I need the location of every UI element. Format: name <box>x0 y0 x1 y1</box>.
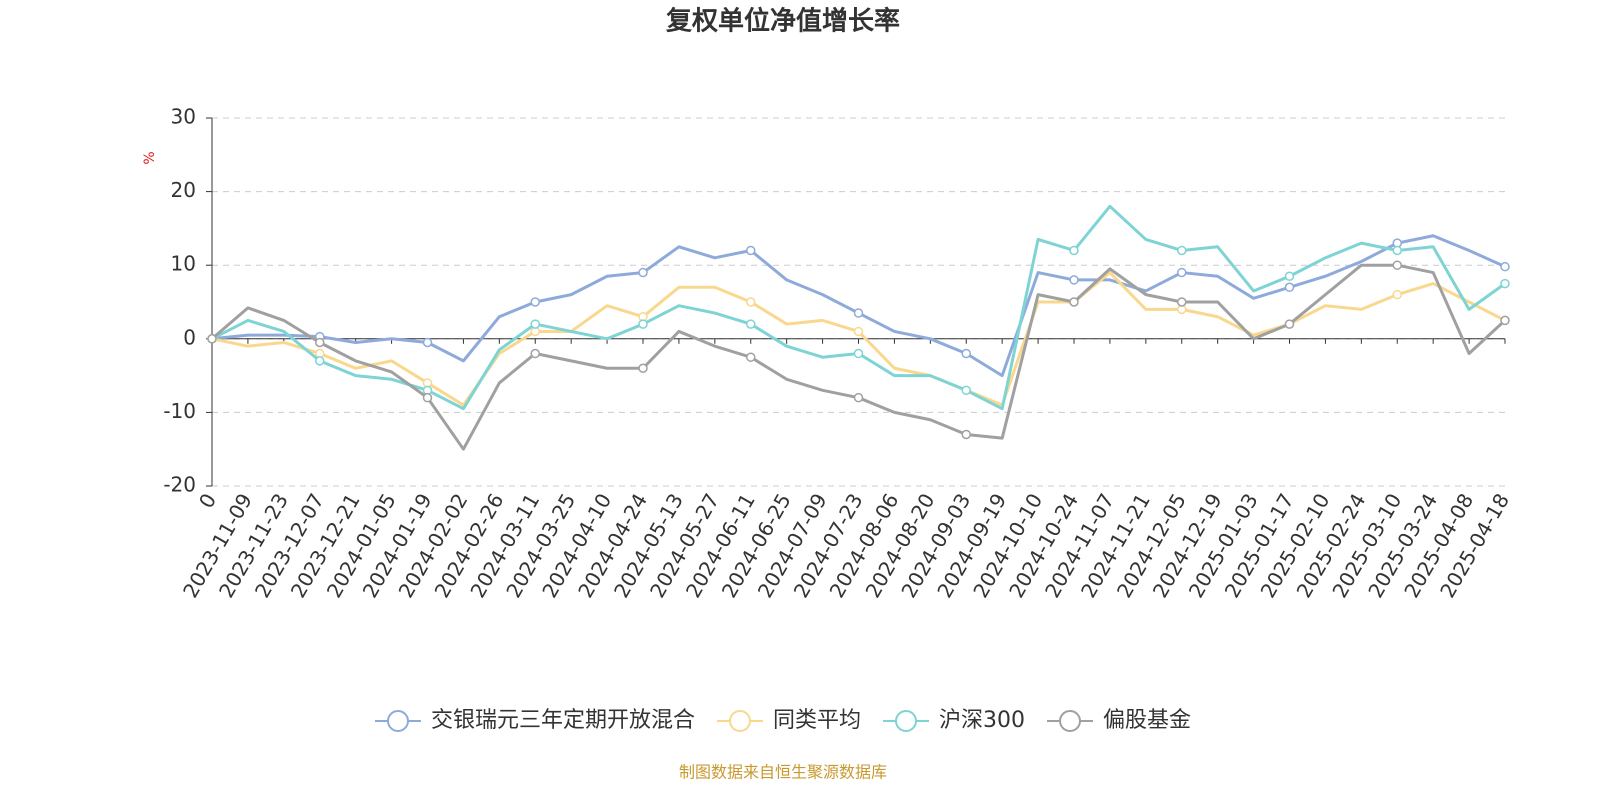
series-marker <box>746 297 756 307</box>
legend-label: 同类平均 <box>773 708 861 733</box>
y-tick-label: 20 <box>171 178 196 202</box>
series-marker <box>315 356 325 366</box>
series-marker <box>1392 260 1402 270</box>
series-marker <box>530 297 540 307</box>
chart-title: 复权单位净值增长率 <box>666 6 900 37</box>
legend-label: 交银瑞元三年定期开放混合 <box>431 708 695 733</box>
series-marker <box>530 348 540 359</box>
series-marker <box>1284 319 1295 329</box>
legend-marker <box>728 710 751 732</box>
series-marker <box>961 429 971 440</box>
series-marker <box>1069 297 1079 307</box>
series-marker <box>1177 245 1187 256</box>
series-marker <box>1392 245 1402 256</box>
legend-label: 偏股基金 <box>1103 708 1191 733</box>
legend-marker <box>1059 710 1082 732</box>
series-marker <box>1284 271 1295 281</box>
source-note: 制图数据来自恒生聚源数据库 <box>679 763 887 782</box>
x-tick-label: 0 <box>194 489 221 512</box>
series-marker <box>1069 275 1079 285</box>
y-tick-label: -20 <box>163 473 196 497</box>
series-marker <box>746 352 756 362</box>
series-marker <box>530 319 540 329</box>
legend-marker <box>386 710 409 732</box>
series-marker <box>638 267 648 278</box>
series-marker <box>638 319 648 329</box>
series-marker <box>422 392 433 403</box>
series-marker <box>746 319 756 329</box>
y-tick-label: -10 <box>163 399 196 423</box>
series-marker <box>1284 282 1295 293</box>
series-marker <box>1069 245 1079 256</box>
series-marker <box>1500 278 1510 289</box>
series-marker <box>961 348 971 359</box>
y-tick-label: 30 <box>171 105 196 129</box>
series-marker <box>853 392 864 403</box>
y-tick-label: 0 <box>183 325 196 349</box>
series-marker <box>207 334 217 344</box>
series-marker <box>1177 267 1187 278</box>
series-marker <box>853 348 864 359</box>
series-marker <box>853 308 864 318</box>
series-marker <box>1392 289 1402 300</box>
legend: 交银瑞元三年定期开放混合 同类平均 沪深300 偏股基金 <box>374 708 1191 733</box>
series-marker <box>1500 315 1510 326</box>
series-marker <box>961 385 971 396</box>
series-marker <box>1177 297 1187 307</box>
legend-label: 沪深300 <box>939 708 1025 733</box>
y-axis-label: % <box>142 151 158 164</box>
series-marker <box>422 337 433 348</box>
series-marker <box>853 326 864 337</box>
series-marker <box>1500 261 1510 272</box>
series-marker <box>315 337 325 348</box>
series-marker <box>746 245 756 256</box>
y-tick-label: 10 <box>171 252 196 276</box>
legend-marker <box>895 710 918 732</box>
series-marker <box>638 363 648 373</box>
